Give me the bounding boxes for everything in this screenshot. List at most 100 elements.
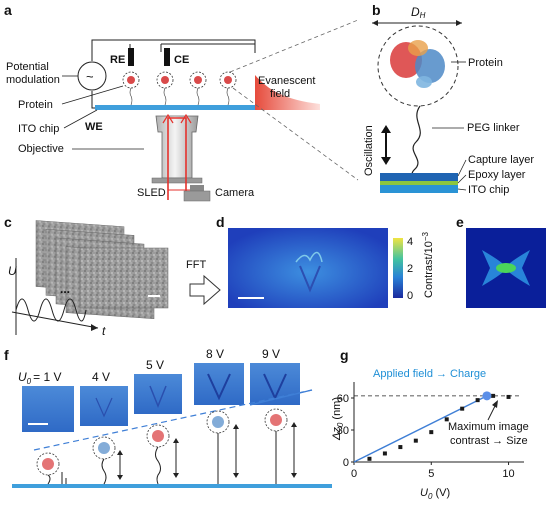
max-contrast-label-1: Maximum image xyxy=(448,421,529,433)
panel-a: a ~ RE CE Evanescent field xyxy=(4,2,359,202)
data-point xyxy=(413,438,418,443)
peg-label: PEG linker xyxy=(467,122,520,134)
protein-label: Protein xyxy=(18,99,53,111)
cb-tick-0: 0 xyxy=(407,290,413,302)
cb-tick-4: 4 xyxy=(407,236,413,248)
evanescent-label-1: Evanescent xyxy=(258,75,315,87)
camera-label: Camera xyxy=(215,187,255,199)
dots-label: ... xyxy=(60,282,70,296)
oscillation-label: Oscillation xyxy=(363,125,375,176)
data-point xyxy=(460,406,465,411)
camera-lens xyxy=(190,185,204,191)
epoxy-layer xyxy=(380,181,458,185)
re-label: RE xyxy=(110,54,125,66)
x-tick-label: 5 xyxy=(428,468,434,480)
y-axis-label: Δz0 (nm) xyxy=(331,397,345,441)
x-tick-label: 10 xyxy=(502,468,514,480)
data-point xyxy=(475,398,480,403)
data-point xyxy=(367,456,372,461)
panel-f: f U0 = 1 V 4 V 5 V 8 V 9 V xyxy=(4,347,332,488)
panel-e-letter: e xyxy=(456,214,464,230)
panel-e: e xyxy=(456,214,546,308)
chip-proteins xyxy=(122,71,237,106)
panel-d: d 4 2 0 Contrast/10−3 xyxy=(216,214,435,308)
sine-wave xyxy=(15,298,87,322)
ito-label-b: ITO chip xyxy=(468,184,509,196)
data-point xyxy=(382,451,387,456)
colorbar-label: Contrast/10−3 xyxy=(421,231,435,298)
ito-layer xyxy=(380,185,458,193)
oscillation-arrow xyxy=(381,125,391,165)
data-point xyxy=(398,445,403,450)
fft-arrow xyxy=(189,274,221,306)
panel-b: b DH Protein PEG linker Oscillation Capt… xyxy=(363,2,534,196)
dh-label: DH xyxy=(411,5,426,20)
y-tick-label: 30 xyxy=(337,425,349,437)
data-points xyxy=(367,393,511,461)
panel-f-letter: f xyxy=(4,347,9,363)
panel-g-letter: g xyxy=(340,347,349,363)
peg-linker xyxy=(411,105,421,185)
reference-electrode xyxy=(128,48,134,66)
t-axis-label: t xyxy=(102,324,106,338)
x-tick-label: 0 xyxy=(351,468,357,480)
panel-a-letter: a xyxy=(4,2,12,18)
u-axis-label: U xyxy=(8,264,17,278)
substrate-f xyxy=(12,484,332,488)
protein-structure xyxy=(390,40,445,88)
objective-lens xyxy=(155,115,199,179)
cb-tick-2: 2 xyxy=(407,263,413,275)
fit-line xyxy=(353,395,488,463)
max-contrast-label-2: contrast → Size xyxy=(450,435,528,447)
camera-body xyxy=(183,190,211,202)
image-stack-front xyxy=(79,247,169,309)
circuit-wire-ce xyxy=(91,39,256,61)
y-tick-label: 0 xyxy=(343,457,349,469)
highlight-point xyxy=(482,391,492,401)
panel-g: g 0 5 10 0 30 60 Applied field → Charge Maxim… xyxy=(331,347,529,501)
colorbar xyxy=(393,238,403,298)
ac-source-symbol: ~ xyxy=(86,69,94,84)
panel-b-letter: b xyxy=(372,2,381,18)
y-tick-label: 60 xyxy=(337,393,349,405)
capture-layer xyxy=(380,173,458,181)
potential-label-2: modulation xyxy=(6,74,60,86)
capture-label: Capture layer xyxy=(468,154,534,166)
u0-label: U0 = 1 V xyxy=(18,370,61,386)
voltage-9v: 9 V xyxy=(262,347,280,361)
data-point xyxy=(506,394,511,399)
evanescent-label-2: field xyxy=(270,88,290,100)
trend-dashed xyxy=(33,389,313,451)
axis-ticks: 0 5 10 0 30 60 xyxy=(337,393,515,480)
data-point xyxy=(429,430,434,435)
evanescent-field xyxy=(255,75,320,110)
panel-c: c U t ... FFT xyxy=(4,214,221,338)
objective-label: Objective xyxy=(18,143,64,155)
ce-label: CE xyxy=(174,54,189,66)
panel-d-letter: d xyxy=(216,214,225,230)
voltage-8v: 8 V xyxy=(206,347,224,361)
panel-c-letter: c xyxy=(4,214,12,230)
voltage-4v: 4 V xyxy=(92,370,110,384)
fft-label: FFT xyxy=(186,259,206,271)
potential-label-1: Potential xyxy=(6,61,49,73)
x-axis-label: U0 (V) xyxy=(420,487,450,501)
hydrodynamic-sphere xyxy=(377,25,459,107)
voltage-5v: 5 V xyxy=(146,358,164,372)
applied-field-label: Applied field → Charge xyxy=(373,368,486,380)
we-label: WE xyxy=(85,121,103,133)
circuit-wire-re xyxy=(129,43,255,52)
epoxy-label: Epoxy layer xyxy=(468,169,526,181)
data-point xyxy=(491,393,496,398)
ito-chip-strip xyxy=(95,105,255,110)
laser-beam xyxy=(167,117,187,200)
sled-label: SLED xyxy=(137,187,166,199)
data-point xyxy=(444,417,449,422)
molecules-f xyxy=(36,408,297,485)
fft-image xyxy=(228,228,388,308)
thumb-1v xyxy=(22,386,74,432)
counter-electrode xyxy=(164,48,170,66)
ito-chip-label: ITO chip xyxy=(18,123,59,135)
protein-label-b: Protein xyxy=(468,57,503,69)
